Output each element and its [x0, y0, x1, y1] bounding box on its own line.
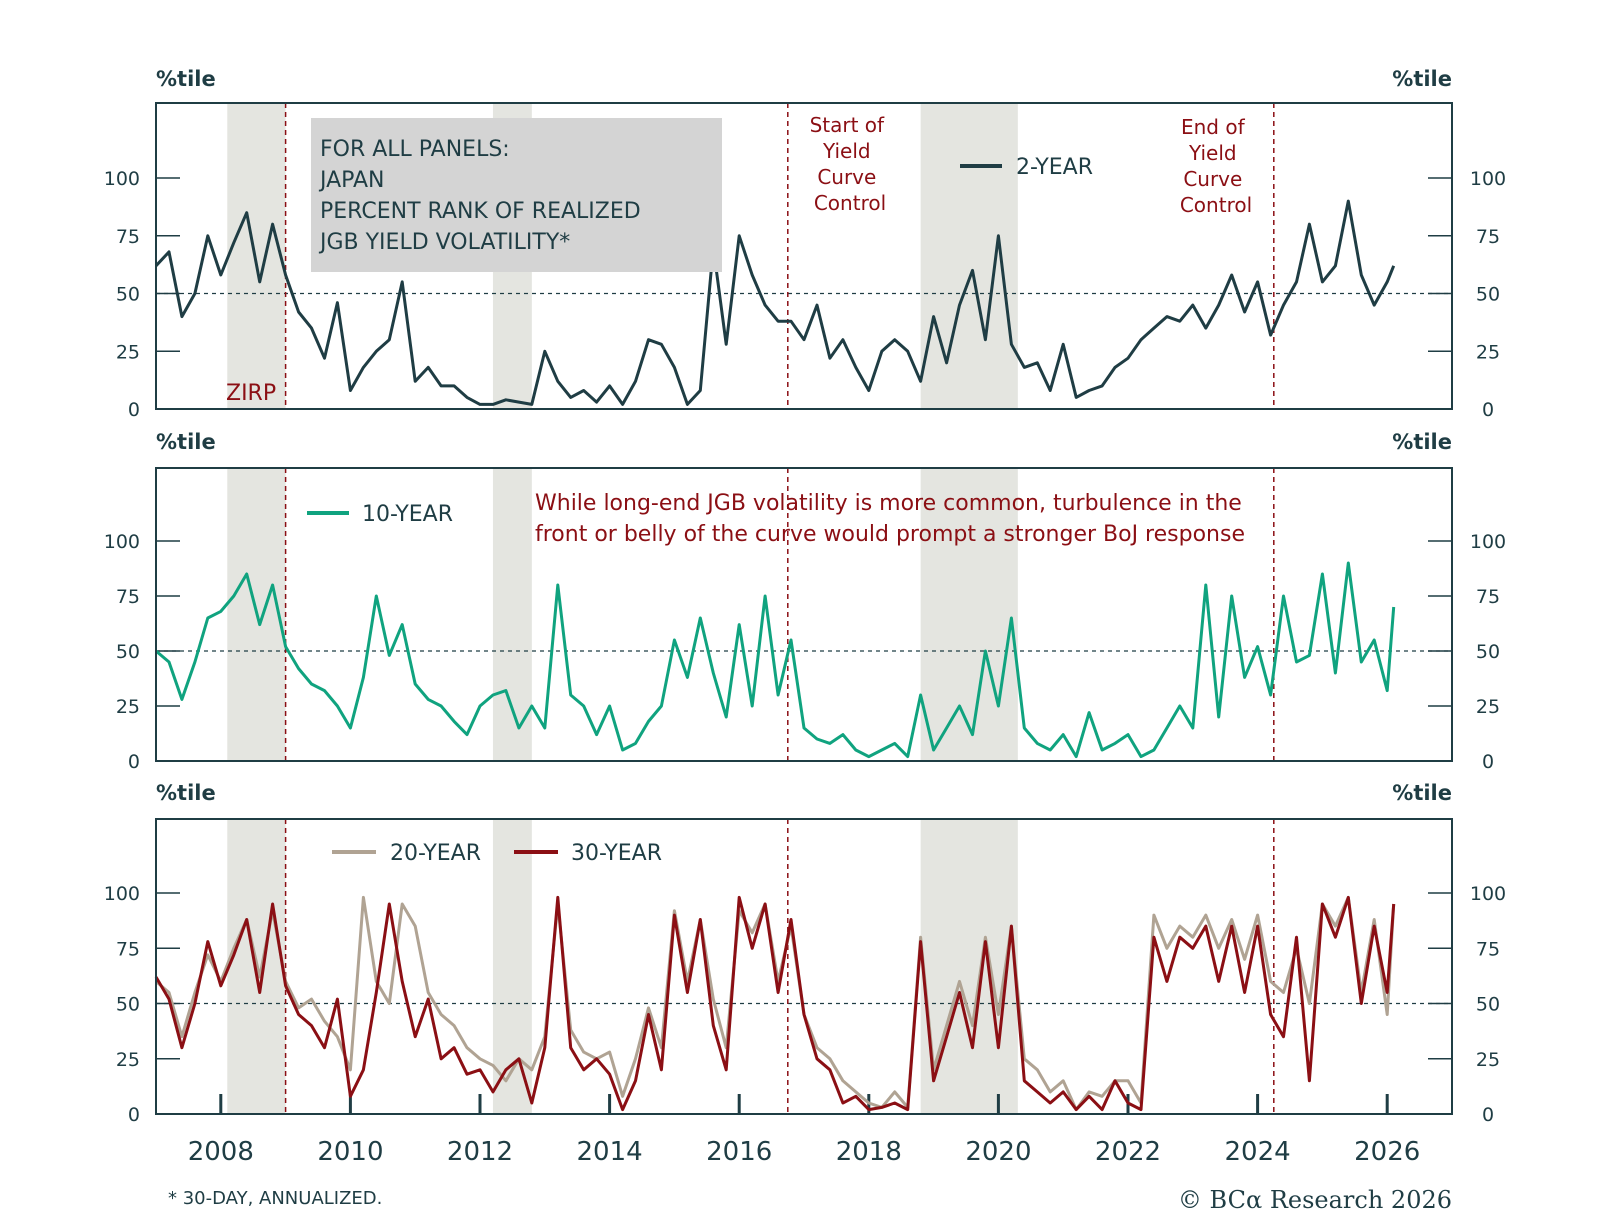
- y-tick-label-left-0-100: 100: [104, 168, 140, 190]
- y-tick-label-left-0-75: 75: [116, 226, 140, 248]
- series-line-2-year: [154, 199, 1396, 406]
- info-box-line-2: JAPAN: [318, 168, 385, 193]
- source-credit: © BCα Research 2026: [1178, 1186, 1452, 1213]
- ycc-end-word-4: Control: [1180, 193, 1252, 217]
- x-tick-label-2018: 2018: [836, 1137, 902, 1167]
- y-tick-label-left-1-50: 50: [116, 641, 140, 663]
- info-box: [311, 118, 722, 272]
- y-tick-label-left-0-0: 0: [128, 399, 140, 421]
- ycc-start-word-3: Curve: [817, 165, 876, 189]
- x-tick-label-2016: 2016: [706, 1137, 772, 1167]
- info-box-line-4: JGB YIELD VOLATILITY*: [318, 230, 570, 255]
- panel-frame-2: [155, 818, 1453, 1115]
- series-line-20-year: [155, 895, 1396, 1112]
- y-tick-label-right-2-25: 25: [1476, 1049, 1500, 1071]
- y-tick-label-right-1-100: 100: [1470, 531, 1506, 553]
- info-box-line-3: PERCENT RANK OF REALIZED: [320, 199, 641, 224]
- y-tick-label-right-0-100: 100: [1470, 168, 1506, 190]
- y-tick-label-right-1-25: 25: [1476, 696, 1500, 718]
- zirp-label: ZIRP: [226, 381, 276, 406]
- y-tick-label-right-2-50: 50: [1476, 994, 1500, 1016]
- footnote: * 30-DAY, ANNUALIZED.: [168, 1188, 382, 1209]
- y-tick-label-left-2-50: 50: [116, 994, 140, 1016]
- tick-labels: 0 0 25 25 50 50 75 75 100 100 0 0 25 25 50 50 75 75 100 100…: [104, 168, 1506, 1167]
- y-tick-label-left-1-0: 0: [128, 751, 140, 773]
- y-tick-label-right-0-25: 25: [1476, 341, 1500, 363]
- y-tick-label-right-2-100: 100: [1470, 883, 1506, 905]
- bottom-left-unit-label: %tile: [156, 781, 216, 805]
- y-tick-label-right-2-75: 75: [1476, 938, 1500, 960]
- annotation-line-1: While long-end JGB volatility is more co…: [535, 491, 1242, 516]
- series-line-30-year: [154, 895, 1396, 1112]
- x-tick-label-2012: 2012: [447, 1137, 513, 1167]
- shaded-period-0-0: [227, 103, 286, 409]
- shaded-period-0-2: [920, 103, 1018, 409]
- legend-label-20-year: 20-YEAR: [390, 841, 481, 866]
- chart-text: %tile %tile %tile %tile %tile %tile FOR …: [156, 67, 1452, 1213]
- x-tick-label-2010: 2010: [317, 1137, 383, 1167]
- top-left-unit-label: %tile: [156, 67, 216, 91]
- ycc-start-label: Start of Yield Curve Control: [810, 113, 891, 215]
- y-tick-label-right-0-0: 0: [1482, 399, 1494, 421]
- ycc-end-word-2: Yield: [1188, 141, 1237, 165]
- top-right-unit-label: %tile: [1392, 67, 1452, 91]
- shaded-period-1-2: [920, 468, 1018, 761]
- ycc-start-word-2: Yield: [822, 139, 871, 163]
- y-tick-label-left-1-75: 75: [116, 586, 140, 608]
- x-tick-label-2008: 2008: [188, 1137, 254, 1167]
- bottom-right-unit-label: %tile: [1392, 781, 1452, 805]
- y-tick-label-left-1-100: 100: [104, 531, 140, 553]
- y-tick-label-left-2-75: 75: [116, 938, 140, 960]
- ycc-end-word-1: End of: [1181, 115, 1246, 139]
- y-tick-label-right-2-0: 0: [1482, 1104, 1494, 1126]
- x-tick-label-2022: 2022: [1095, 1137, 1161, 1167]
- x-tick-label-2024: 2024: [1225, 1137, 1291, 1167]
- middle-right-unit-label: %tile: [1392, 430, 1452, 454]
- legend-label-2-year: 2-YEAR: [1016, 155, 1093, 180]
- panel-frames: [155, 102, 1453, 1115]
- panel-frame-0: [155, 102, 1453, 410]
- series-line-10-year: [155, 561, 1396, 759]
- legend-label-10-year: 10-YEAR: [362, 502, 453, 527]
- event-lines: [284, 103, 1275, 1114]
- y-tick-label-right-1-75: 75: [1476, 586, 1500, 608]
- legend-label-30-year: 30-YEAR: [571, 841, 662, 866]
- ycc-end-word-3: Curve: [1183, 167, 1242, 191]
- y-tick-label-left-2-100: 100: [104, 883, 140, 905]
- ycc-start-word-1: Start of: [810, 113, 885, 137]
- panel-frame-1: [155, 467, 1453, 762]
- y-tick-label-left-2-0: 0: [128, 1104, 140, 1126]
- ycc-start-word-4: Control: [814, 191, 886, 215]
- y-tick-label-right-1-50: 50: [1476, 641, 1500, 663]
- middle-left-unit-label: %tile: [156, 430, 216, 454]
- y-tick-label-right-0-50: 50: [1476, 284, 1500, 306]
- ycc-end-label: End of Yield Curve Control: [1180, 115, 1252, 217]
- y-tick-label-left-0-50: 50: [116, 284, 140, 306]
- annotation-line-2: front or belly of the curve would prompt…: [535, 522, 1245, 547]
- series-lines: [154, 199, 1396, 1112]
- x-tick-label-2020: 2020: [965, 1137, 1031, 1167]
- info-box-line-1: FOR ALL PANELS:: [320, 137, 510, 162]
- y-tick-label-right-1-0: 0: [1482, 751, 1494, 773]
- x-tick-label-2014: 2014: [577, 1137, 643, 1167]
- y-tick-label-right-0-75: 75: [1476, 226, 1500, 248]
- y-tick-label-left-2-25: 25: [116, 1049, 140, 1071]
- x-tick-label-2026: 2026: [1354, 1137, 1420, 1167]
- y-tick-label-left-0-25: 25: [116, 341, 140, 363]
- y-tick-label-left-1-25: 25: [116, 696, 140, 718]
- shaded-period-2-2: [920, 819, 1018, 1114]
